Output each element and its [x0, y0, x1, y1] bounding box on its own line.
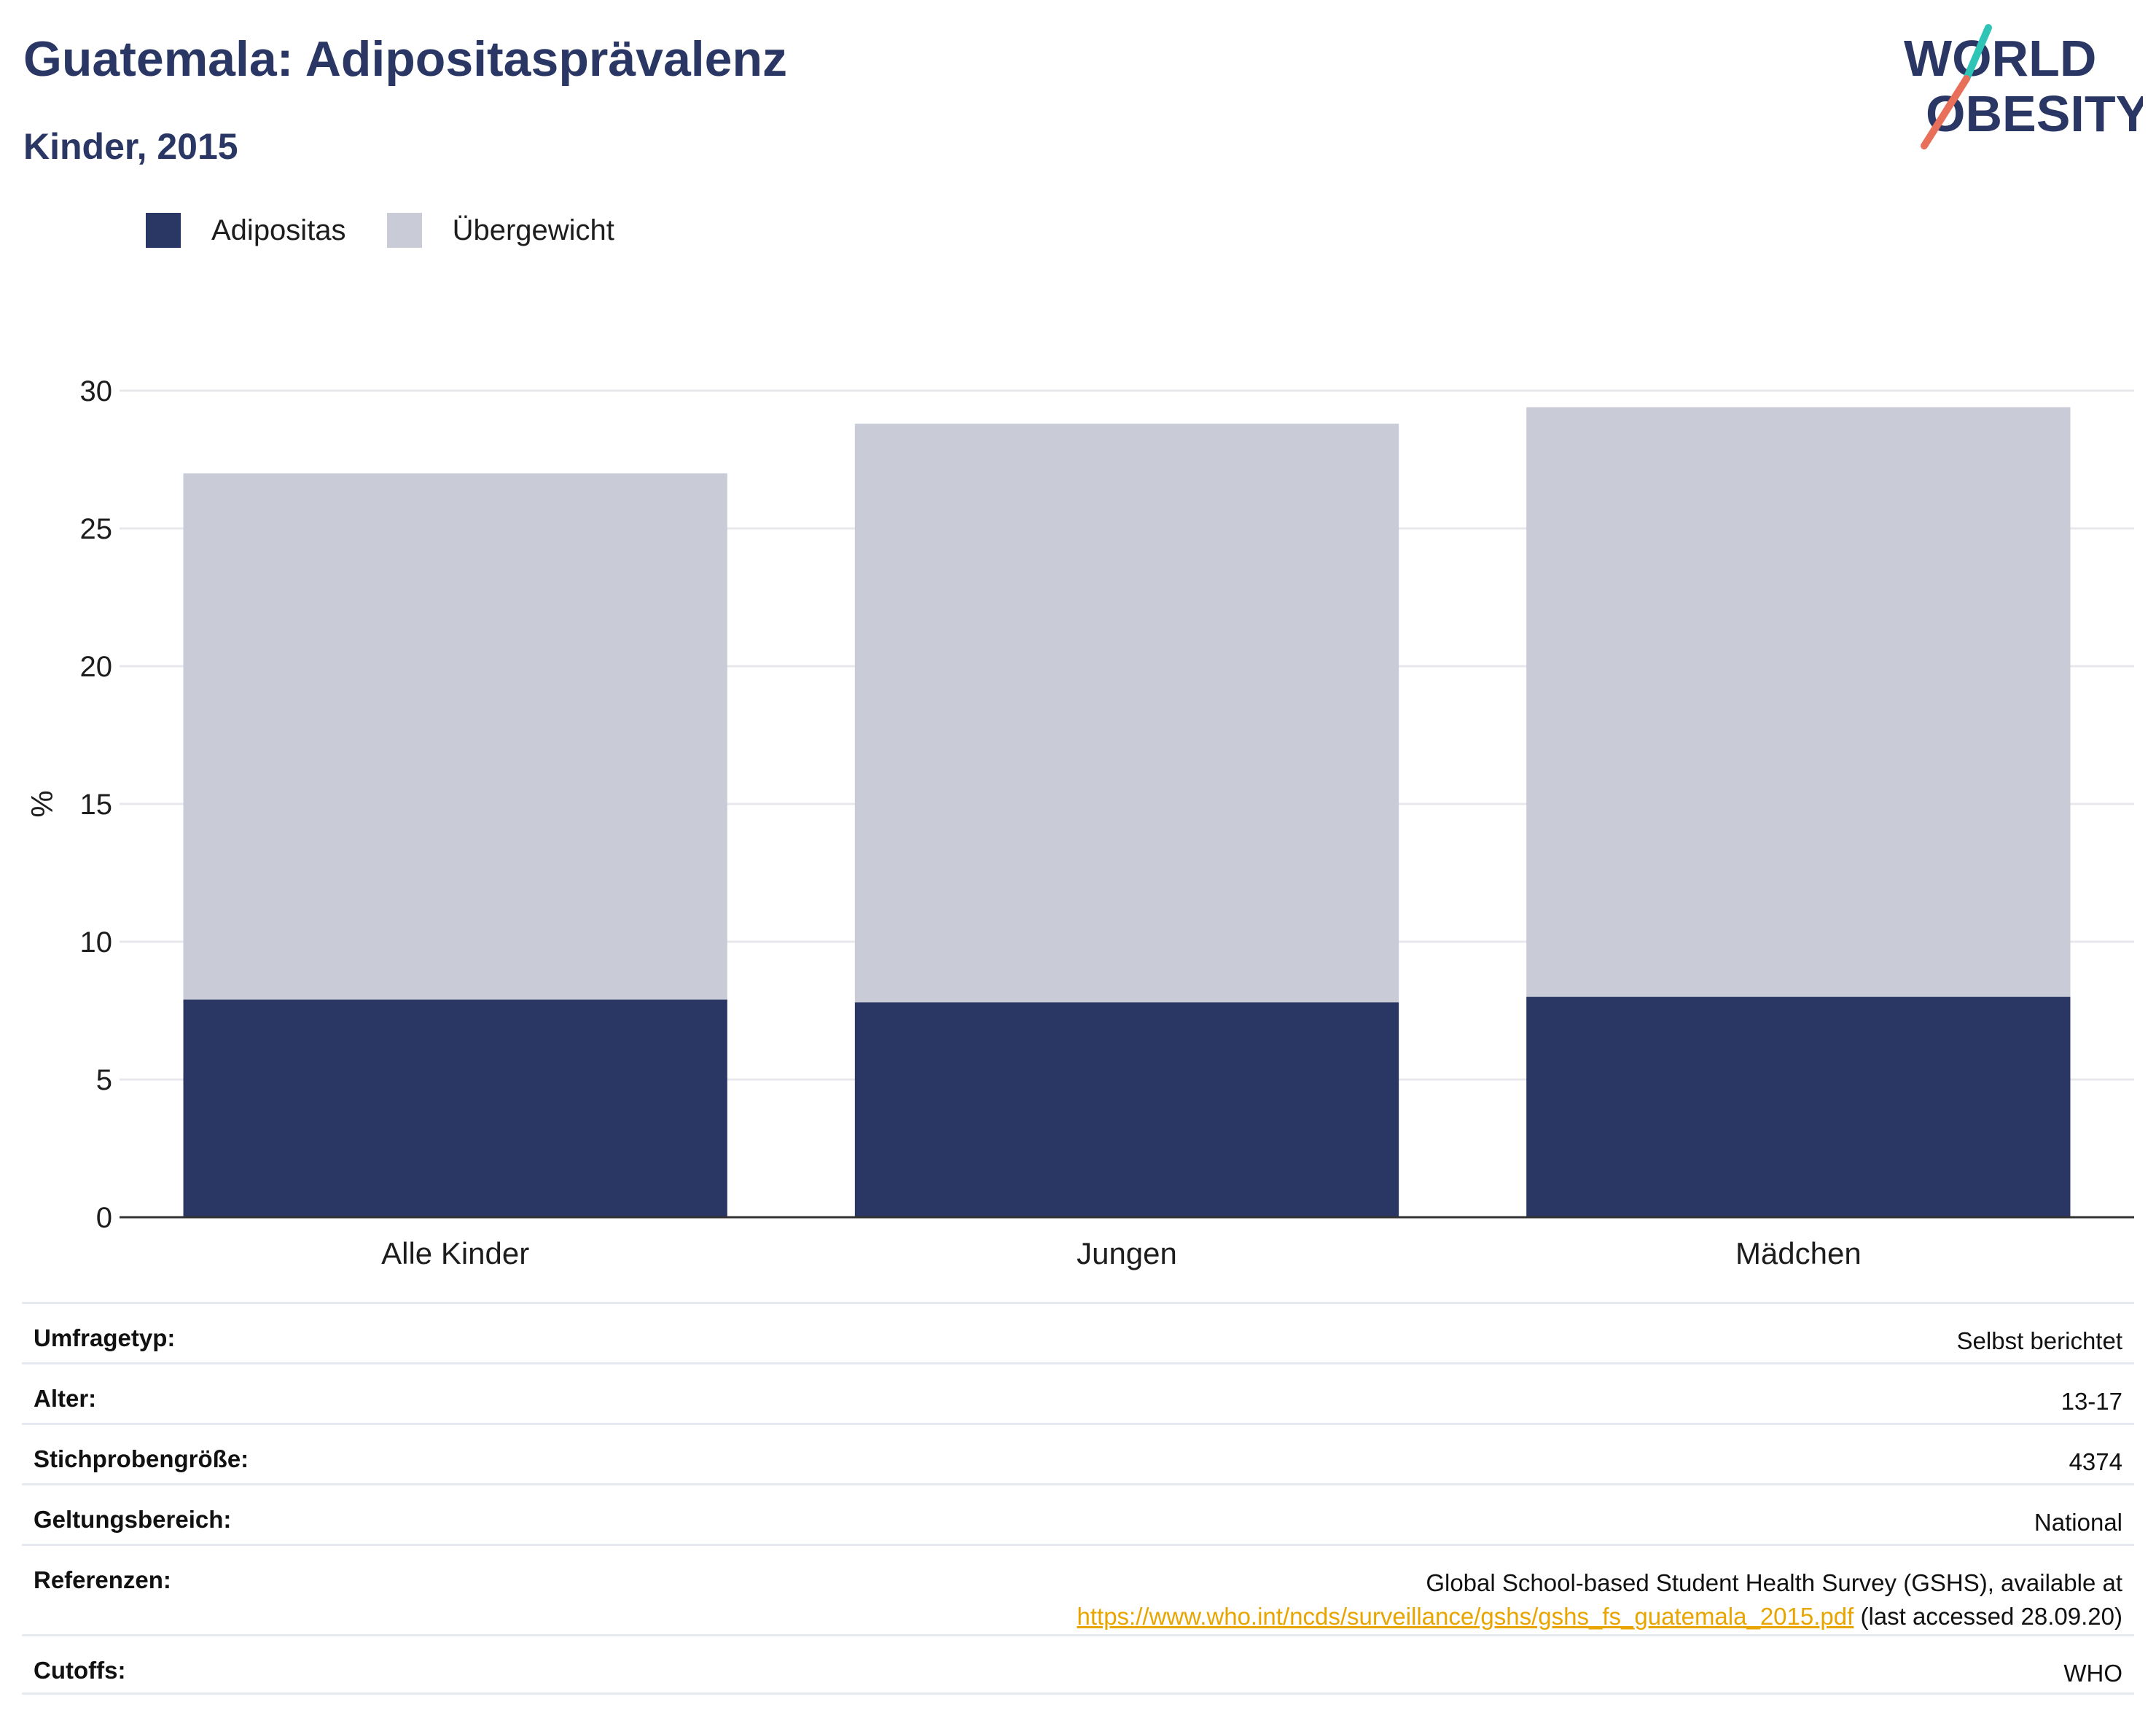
x-tick-label: Alle Kinder [381, 1236, 529, 1270]
world-obesity-logo: WORLD OBESITY [1904, 24, 2143, 149]
y-tick-label: 10 [80, 926, 113, 958]
x-tick-label: Jungen [1077, 1236, 1177, 1270]
meta-row: Alter: 13-17 [22, 1362, 2134, 1423]
y-tick-label: 5 [96, 1064, 112, 1096]
y-axis-label: % [25, 790, 59, 817]
bar-uebergewicht-maedchen[interactable] [1526, 407, 2071, 997]
meta-row: Umfragetyp: Selbst berichtet [22, 1302, 2134, 1362]
meta-value-text: WHO [2063, 1660, 2122, 1687]
meta-value: Selbst berichtet [1957, 1324, 2122, 1358]
chart-subtitle: Kinder, 2015 [23, 126, 238, 167]
legend-swatch-adipositas [146, 213, 181, 248]
y-tick-label: 20 [80, 651, 113, 683]
logo-text-obesity: OBESITY [1926, 85, 2143, 142]
chart-legend: Adipositas Übergewicht [146, 213, 655, 248]
bar-adipositas-maedchen[interactable] [1526, 996, 2071, 1217]
y-tick-label: 25 [80, 513, 113, 545]
legend-label-uebergewicht: Übergewicht [452, 214, 614, 246]
meta-value-text: National [2034, 1509, 2122, 1536]
meta-value: 13-17 [2061, 1385, 2122, 1418]
meta-row: Stichprobengröße: 4374 [22, 1423, 2134, 1483]
reference-accessed-note: (last accessed 28.09.20) [1854, 1603, 2122, 1630]
bars [183, 407, 2071, 1217]
legend-label-adipositas: Adipositas [211, 214, 346, 246]
survey-details-table: Umfragetyp: Selbst berichtet Alter: 13-17 St… [22, 1302, 2134, 1695]
meta-label: Geltungsbereich: [34, 1506, 232, 1533]
y-tick-label: 15 [80, 789, 113, 821]
logo-text-world: WORLD [1904, 30, 2096, 87]
x-tick-label: Mädchen [1735, 1236, 1862, 1270]
legend-item-uebergewicht[interactable]: Übergewicht [386, 213, 614, 248]
meta-label: Umfragetyp: [34, 1324, 176, 1351]
reference-link[interactable]: https://www.who.int/ncds/surveillance/gs… [1077, 1603, 1854, 1630]
bar-uebergewicht-alle-kinder[interactable] [183, 473, 727, 1000]
meta-label: Alter: [34, 1385, 97, 1412]
meta-value: National [2034, 1506, 2122, 1539]
meta-value-text: 13-17 [2061, 1388, 2122, 1415]
axes: 0 5 10 15 20 25 30% Alle Kinder Jungen Mädchen [25, 375, 2134, 1270]
y-tick-label: 30 [80, 375, 113, 407]
meta-row: Referenzen: Global School-based Student H… [22, 1544, 2134, 1634]
meta-row: Cutoffs: WHO [22, 1634, 2134, 1695]
legend-swatch-uebergewicht [386, 213, 422, 248]
meta-label: Stichprobengröße: [34, 1445, 249, 1472]
legend-item-adipositas[interactable]: Adipositas [146, 213, 346, 248]
meta-label: Referenzen: [34, 1566, 171, 1593]
meta-value-text: 4374 [2069, 1448, 2122, 1475]
y-tick-label: 0 [96, 1202, 112, 1234]
meta-label: Cutoffs: [34, 1657, 126, 1684]
bar-chart: 0 5 10 15 20 25 30% Alle Kinder Jungen Mädchen [25, 375, 2134, 1270]
meta-value: WHO [2063, 1657, 2122, 1690]
bar-adipositas-jungen[interactable] [854, 1002, 1399, 1217]
logo-slash-top [1963, 24, 1992, 82]
meta-value-text: Selbst berichtet [1956, 1327, 2122, 1354]
chart-title: Guatemala: Adipositasprävalenz [23, 31, 788, 87]
bar-uebergewicht-jungen[interactable] [854, 423, 1399, 1003]
meta-row: Geltungsbereich: National [22, 1483, 2134, 1544]
meta-value: 4374 [2069, 1445, 2122, 1479]
meta-value: Global School-based Student Health Surve… [1077, 1566, 2123, 1633]
bar-adipositas-alle-kinder[interactable] [183, 999, 727, 1217]
logo-slash-bottom [1921, 75, 1970, 149]
meta-value-text: Global School-based Student Health Surve… [1426, 1569, 2122, 1596]
